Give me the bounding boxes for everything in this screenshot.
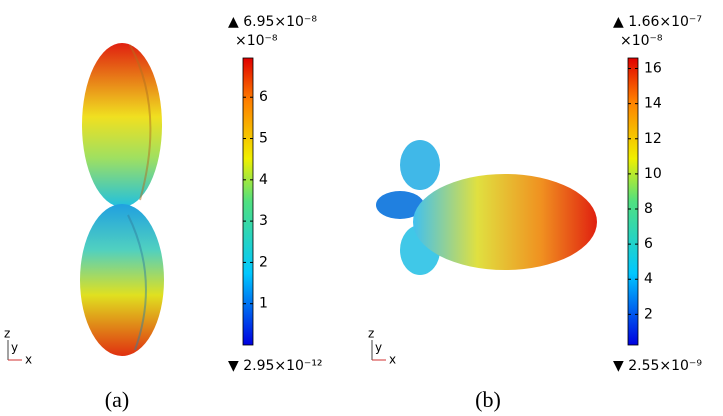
- tick-label: 4: [644, 271, 653, 287]
- tick-label: 12: [644, 131, 662, 147]
- axis-label: x: [25, 353, 32, 367]
- min-label: ▼ 2.95×10⁻¹²: [228, 358, 323, 374]
- min-label: ▼ 2.55×10⁻⁹: [613, 358, 702, 374]
- tick-label: 2: [644, 306, 653, 322]
- pattern-b: [376, 140, 597, 275]
- tick-label: 8: [644, 201, 653, 217]
- axis-label: y: [11, 341, 18, 355]
- tick-label: 16: [644, 61, 662, 77]
- max-label: ▲ 6.95×10⁻⁸: [228, 14, 317, 30]
- caption: (b): [475, 387, 501, 412]
- max-label: ▲ 1.66×10⁻⁷: [613, 14, 702, 30]
- tick-label: 4: [259, 172, 268, 188]
- tick-label: 14: [644, 96, 662, 112]
- pattern-a: [80, 43, 164, 356]
- tick-label: 6: [259, 89, 268, 105]
- tick-label: 2: [259, 254, 268, 270]
- colorbar: [627, 57, 639, 346]
- caption: (a): [105, 387, 129, 412]
- tick-label: 1: [259, 296, 268, 312]
- unit-label: ×10⁻⁸: [235, 33, 278, 49]
- tick-label: 6: [644, 236, 653, 252]
- axis-label: y: [375, 341, 382, 355]
- axis-label: z: [368, 327, 374, 341]
- axis-label: z: [4, 327, 10, 341]
- tick-label: 3: [259, 213, 268, 229]
- unit-label: ×10⁻⁸: [620, 33, 663, 49]
- colorbar: [242, 57, 254, 346]
- axis-label: x: [389, 353, 396, 367]
- tick-label: 10: [644, 166, 662, 182]
- tick-label: 5: [259, 131, 268, 147]
